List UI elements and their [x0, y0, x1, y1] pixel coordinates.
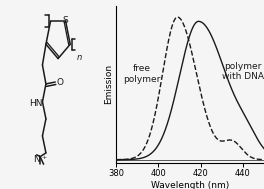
Text: polymer
with DNA: polymer with DNA	[222, 62, 264, 81]
Text: S: S	[63, 15, 68, 25]
Text: O: O	[57, 77, 64, 87]
Text: free
polymer: free polymer	[123, 64, 160, 84]
X-axis label: Wavelength (nm): Wavelength (nm)	[151, 181, 229, 189]
Text: $\mathregular{N^+}$: $\mathregular{N^+}$	[33, 154, 48, 165]
Text: n: n	[77, 53, 82, 62]
Y-axis label: Emission: Emission	[104, 64, 113, 104]
Text: HN: HN	[29, 99, 43, 108]
